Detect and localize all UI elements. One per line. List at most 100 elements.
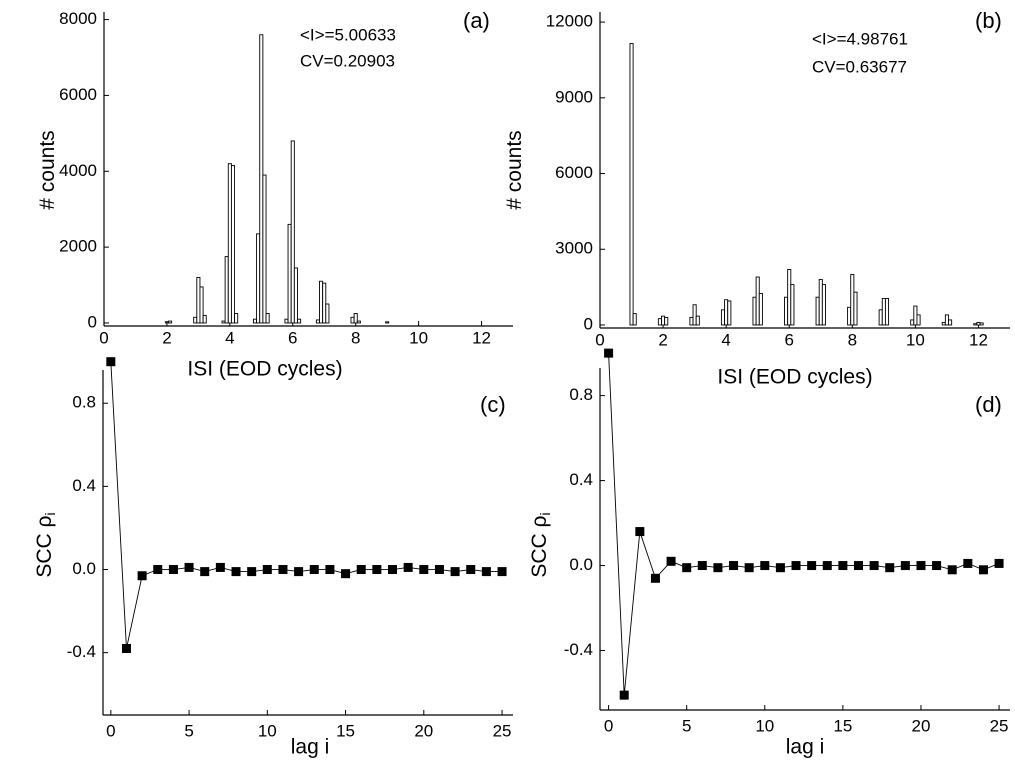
point [885, 563, 895, 573]
bar [944, 314, 949, 326]
y-tick-label: 0.8 [72, 393, 96, 412]
x-tick-label: 0 [595, 330, 604, 349]
x-tick-label: 10 [755, 716, 774, 735]
bar [689, 316, 694, 326]
bar [193, 316, 198, 324]
bar [325, 303, 330, 324]
panel-label: (a) [463, 8, 490, 33]
x-tick-label: 0 [106, 721, 115, 740]
panel-label: (d) [975, 392, 1002, 417]
y-tick-label: 0.4 [72, 476, 96, 495]
bar [224, 256, 229, 324]
x-tick-label: 6 [784, 330, 793, 349]
x-tick-label: 6 [288, 328, 297, 347]
x-tick-label: 25 [990, 716, 1009, 735]
y-tick-label: 0.8 [569, 385, 593, 404]
point [278, 565, 288, 575]
x-axis-label: lag i [291, 736, 330, 759]
point [869, 561, 879, 571]
bar [692, 304, 697, 326]
bar [290, 140, 295, 324]
point [619, 690, 629, 700]
bar [724, 299, 729, 326]
line [110, 361, 503, 649]
y-axis-label: # counts [36, 130, 59, 209]
x-tick-label: 5 [184, 721, 193, 740]
x-tick-label: 2 [162, 328, 171, 347]
point [822, 561, 832, 571]
bar [695, 315, 700, 326]
bar [322, 282, 327, 324]
x-tick-label: 10 [258, 721, 277, 740]
bar [196, 277, 201, 324]
x-tick-label: 8 [351, 328, 360, 347]
panel-label: (c) [480, 392, 506, 417]
point [325, 565, 335, 575]
bar [293, 267, 298, 324]
bar [790, 284, 795, 326]
bar [910, 319, 915, 326]
bar [976, 321, 981, 326]
point [697, 561, 707, 571]
bar [664, 316, 669, 326]
x-tick-label: 15 [833, 716, 852, 735]
point [666, 556, 676, 566]
y-tick-label: 8000 [59, 9, 97, 28]
y-axis-label-main: # counts [503, 130, 526, 209]
bar [350, 316, 355, 324]
bar [787, 268, 792, 326]
bar [356, 320, 361, 324]
point [341, 569, 351, 579]
bar [262, 174, 267, 324]
point [247, 567, 257, 577]
bar [168, 320, 173, 324]
bar [720, 309, 726, 326]
bar [878, 309, 883, 326]
bar [913, 305, 918, 326]
bar [265, 313, 270, 324]
annotation: CV=0.20903 [300, 51, 395, 70]
point [729, 561, 739, 571]
bar [941, 321, 946, 326]
y-axis-label: SCC ρi [528, 512, 553, 577]
x-tick-label: 0 [604, 716, 613, 735]
bar [755, 276, 760, 326]
bar [916, 314, 921, 326]
bar [784, 296, 789, 326]
x-tick-label: 15 [336, 721, 355, 740]
point [744, 563, 754, 573]
x-tick-label: 20 [912, 716, 931, 735]
x-tick-label: 5 [682, 716, 691, 735]
point [356, 565, 366, 575]
point [713, 563, 723, 573]
y-axis-label-sub: i [537, 512, 553, 515]
point [791, 561, 801, 571]
point [372, 565, 382, 575]
point [963, 558, 973, 568]
point [682, 563, 692, 573]
y-tick-label: 9000 [555, 87, 593, 106]
x-axis-label: ISI (EOD cycles) [187, 358, 342, 381]
y-tick-label: 0 [584, 314, 593, 333]
bar [234, 313, 239, 324]
point [200, 567, 210, 577]
bar [657, 318, 662, 326]
point [604, 348, 614, 358]
point [635, 527, 645, 537]
y-tick-label: -0.4 [564, 640, 593, 659]
x-tick-label: 4 [225, 328, 234, 347]
bar [287, 223, 292, 324]
point [947, 565, 957, 575]
y-tick-label: 0.4 [569, 470, 593, 489]
x-tick-label: 4 [721, 330, 730, 349]
bar [815, 296, 820, 326]
point [481, 567, 491, 577]
y-tick-label: 0.0 [72, 559, 96, 578]
bar [256, 233, 261, 324]
y-tick-label: 2000 [59, 237, 97, 256]
bar [853, 291, 858, 326]
y-tick-label: -0.4 [67, 642, 96, 661]
bar [227, 163, 232, 324]
